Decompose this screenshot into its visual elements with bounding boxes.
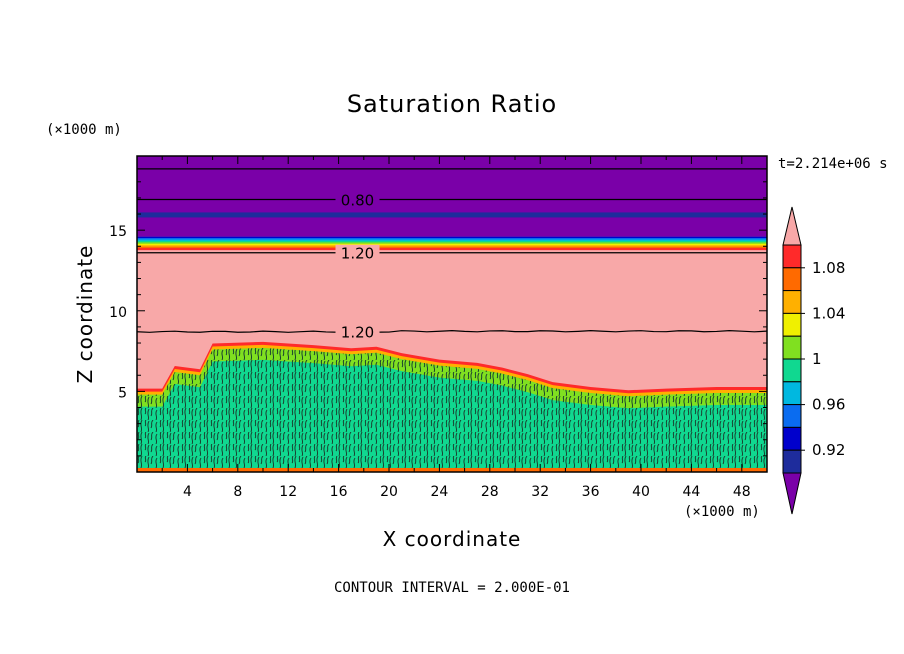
- contour-label-bg: [335, 244, 380, 261]
- dry-band: [137, 212, 767, 218]
- colorbar-label: 1: [812, 350, 822, 368]
- x-tick-label: 8: [233, 484, 242, 500]
- contour-label: 0.80: [341, 192, 374, 210]
- y-axis: 5 10 15: [109, 181, 767, 457]
- y-axis-label: Z coordinate: [73, 245, 97, 384]
- colorbar-upper-arrow: [782, 206, 802, 246]
- upper-dry-layer: [137, 156, 767, 237]
- surface-layer: [137, 468, 767, 472]
- colorbar-swatch: [782, 449, 802, 474]
- transition-band: [137, 242, 767, 245]
- x-tick-label: 20: [380, 484, 398, 500]
- colorbar-swatch: [782, 381, 802, 406]
- x-axis: 4 8 12 16 20 24 28 32 36 40 44 48: [161, 156, 751, 500]
- contour-label: 1.20: [341, 324, 374, 342]
- colorbar-lower-arrow: [782, 472, 802, 515]
- x-tick-label: 4: [183, 484, 192, 500]
- convective-cells: [137, 347, 767, 472]
- colorbar-swatch: [782, 244, 802, 269]
- x-tick-label: 16: [330, 484, 348, 500]
- x-axis-label: X coordinate: [383, 527, 522, 551]
- x-tick-label: 48: [733, 484, 751, 500]
- colorbar-label: 0.92: [812, 441, 845, 459]
- colorbar-label: 1.08: [812, 259, 845, 277]
- x-tick-label: 12: [279, 484, 297, 500]
- chart-title: Saturation Ratio: [347, 90, 557, 118]
- x-unit-label: (×1000 m): [684, 504, 760, 520]
- y-unit-label: (×1000 m): [46, 122, 122, 138]
- x-tick-label: 36: [582, 484, 600, 500]
- y-tick-label: 10: [109, 305, 127, 321]
- contour-label-bg: [335, 323, 380, 340]
- y-tick-label: 5: [118, 385, 127, 401]
- contour-interval-note: CONTOUR INTERVAL = 2.000E-01: [334, 580, 570, 596]
- contour-label: 1.20: [341, 245, 374, 263]
- time-label: t=2.214e+06 s: [778, 156, 888, 172]
- transition-band: [137, 248, 767, 251]
- plot-frame: [136, 155, 768, 473]
- colorbar-label: 0.96: [812, 396, 845, 414]
- colorbar-swatch: [782, 426, 802, 451]
- x-tick-label: 40: [632, 484, 650, 500]
- colorbar-swatch: [782, 267, 802, 292]
- colorbar: 1.08 1.04 1 0.96 0.92: [782, 206, 845, 515]
- transition-band: [137, 243, 767, 246]
- x-tick-label: 32: [531, 484, 549, 500]
- x-tick-label: 24: [430, 484, 448, 500]
- contour-label-bg: [335, 191, 380, 208]
- colorbar-swatch: [782, 358, 802, 383]
- colorbar-label: 1.04: [812, 304, 845, 322]
- colorbar-swatch: [782, 404, 802, 428]
- colorbar-swatch: [782, 335, 802, 360]
- colorbar-swatch: [782, 312, 802, 337]
- transition-band: [137, 238, 767, 241]
- y-tick-label: 15: [109, 224, 127, 240]
- transition-band: [137, 239, 767, 242]
- transition-band: [137, 236, 767, 239]
- plot-area: 0.80 1.20 1.20: [137, 156, 767, 472]
- transition-band: [137, 245, 767, 248]
- x-tick-label: 44: [682, 484, 700, 500]
- transition-band: [137, 240, 767, 243]
- transition-band: [137, 246, 767, 249]
- colorbar-swatch: [782, 290, 802, 314]
- x-tick-label: 28: [481, 484, 499, 500]
- contour-line: [137, 330, 767, 333]
